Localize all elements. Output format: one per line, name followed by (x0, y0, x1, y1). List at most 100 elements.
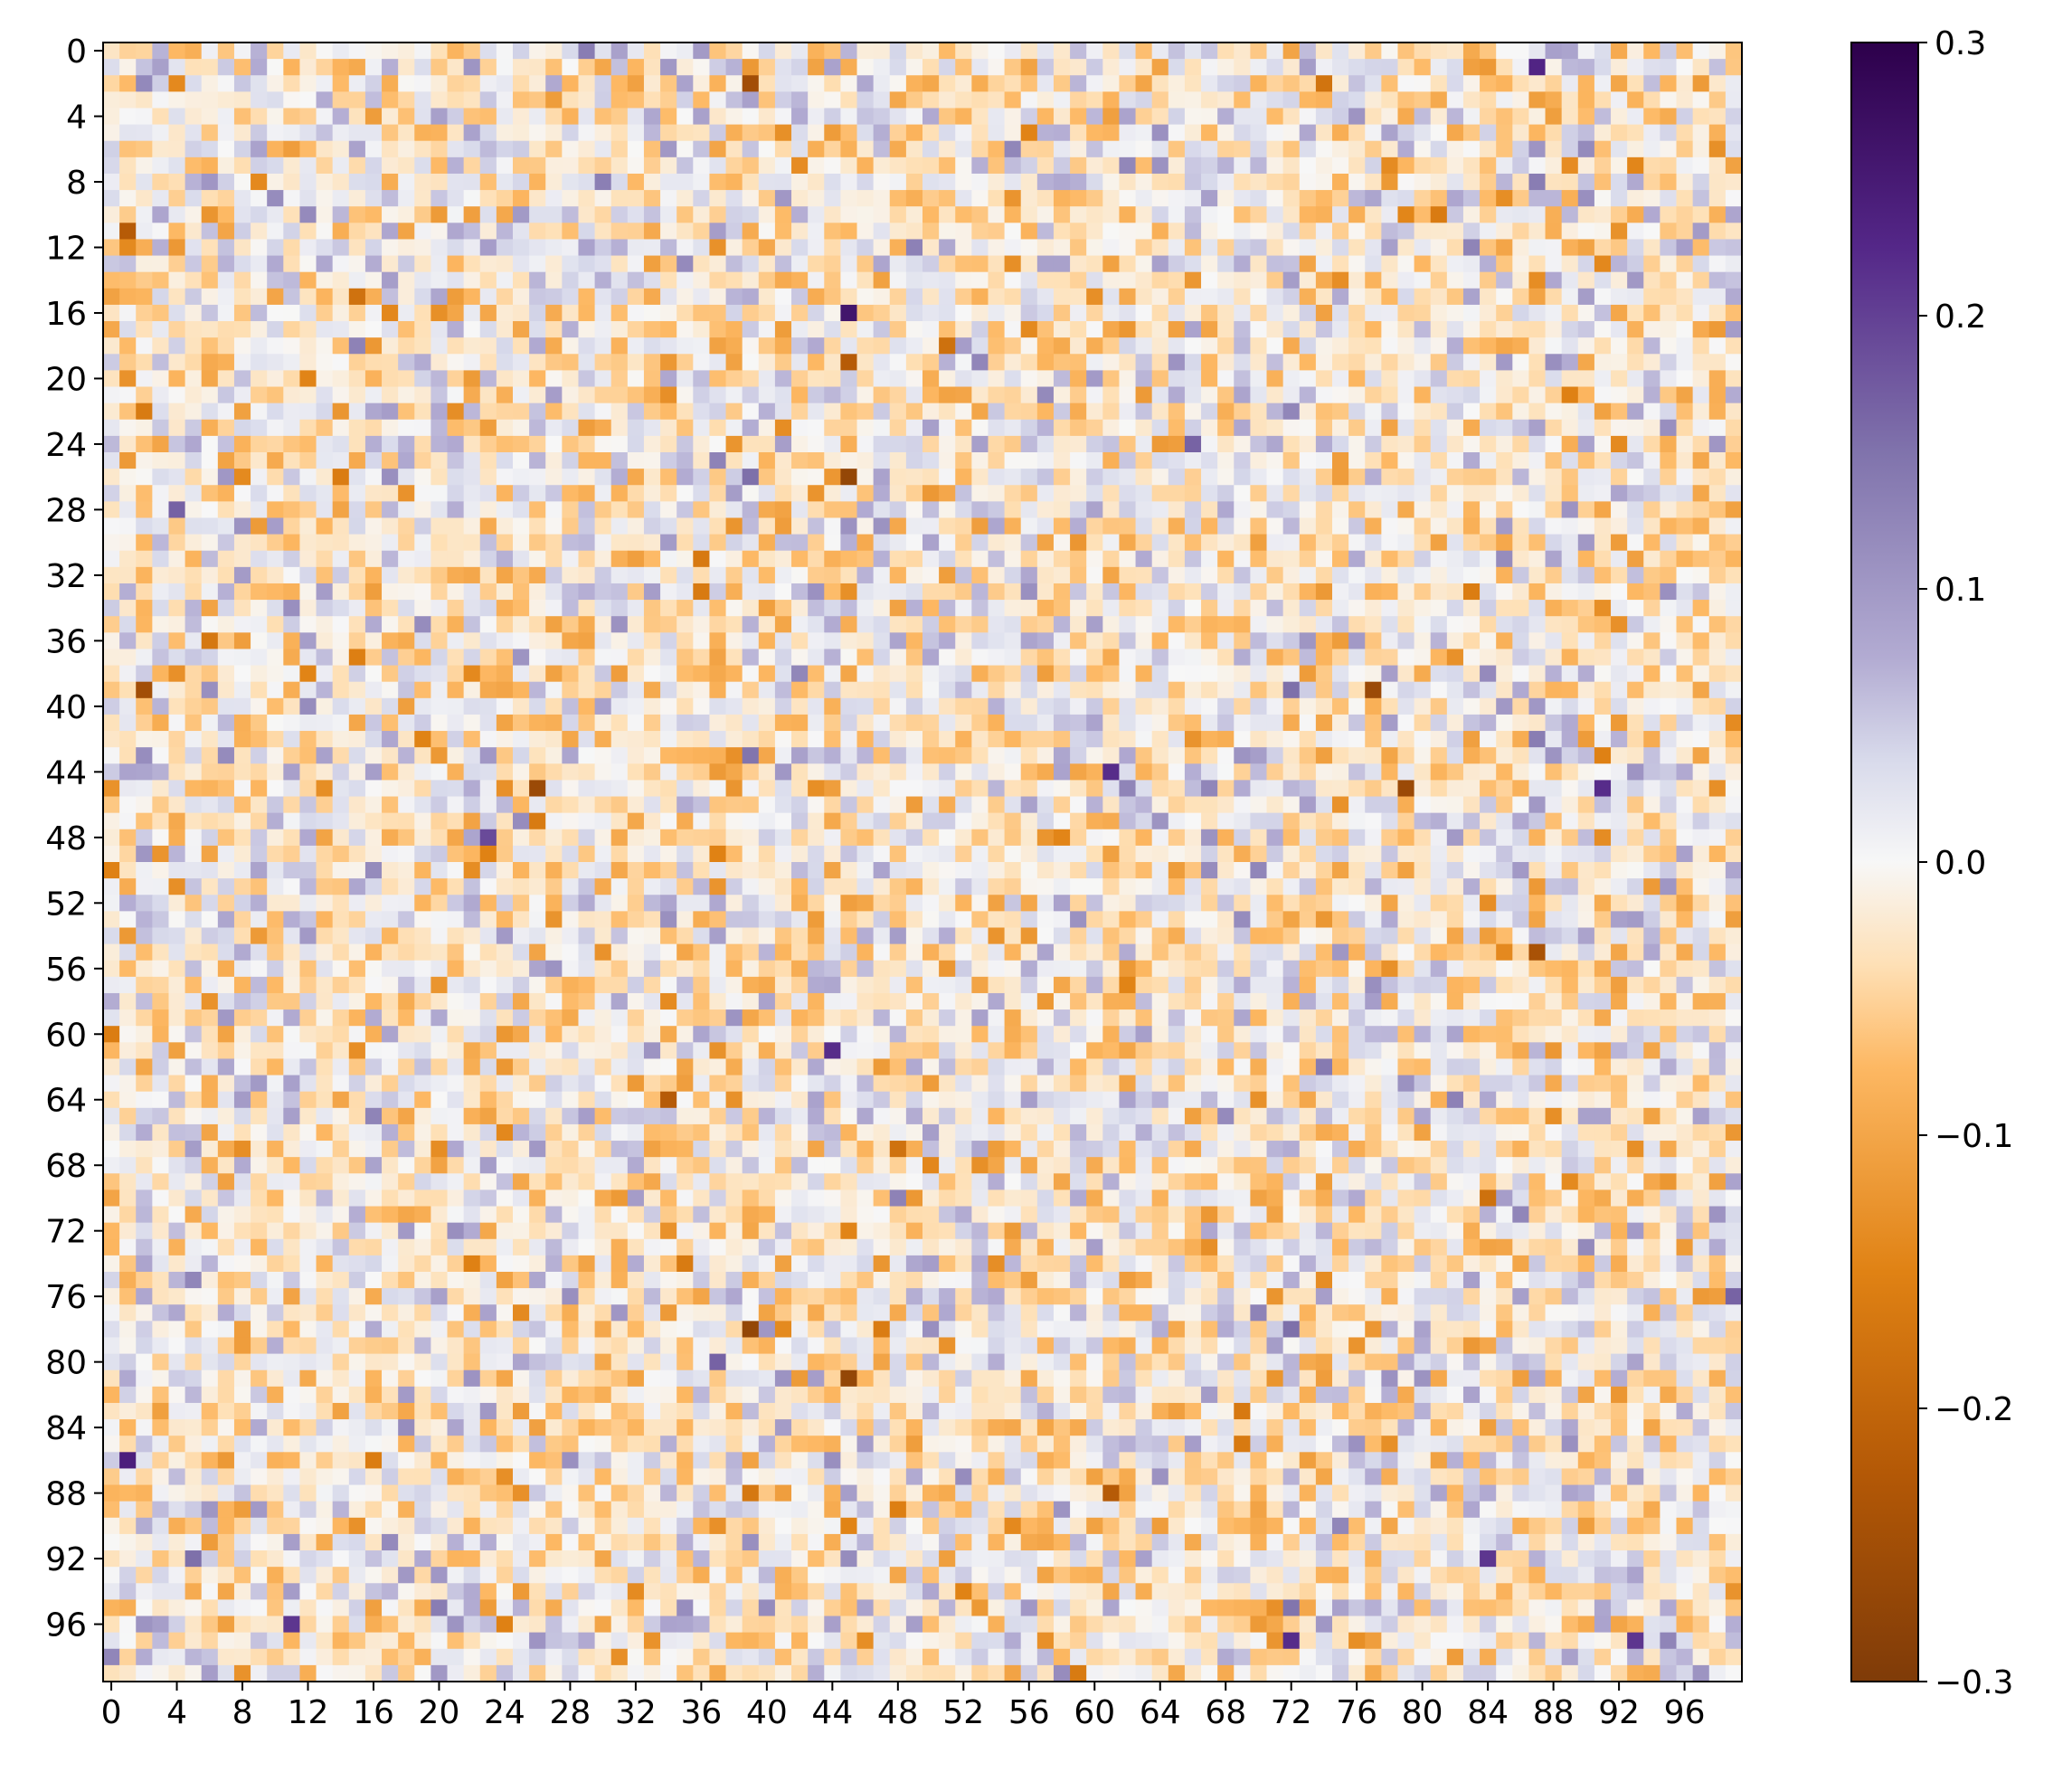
heatmap-cell (610, 485, 629, 502)
heatmap-cell (479, 566, 497, 584)
heatmap-cell (873, 140, 891, 158)
heatmap-cell (382, 354, 399, 371)
heatmap-cell (545, 796, 563, 814)
heatmap-cell (594, 665, 612, 683)
heatmap-cell (905, 469, 923, 486)
heatmap-cell (808, 534, 825, 552)
heatmap-cell (971, 469, 989, 486)
heatmap-cell (1397, 288, 1415, 306)
heatmap-cell (136, 665, 153, 683)
heatmap-cell (758, 763, 776, 781)
heatmap-cell (1234, 435, 1251, 453)
heatmap-cell (742, 632, 760, 650)
heatmap-cell (889, 239, 907, 257)
heatmap-cell (1512, 370, 1530, 388)
heatmap-cell (463, 223, 481, 241)
heatmap-cell (1397, 796, 1415, 814)
heatmap-cell (1496, 485, 1513, 502)
heatmap-cell (627, 288, 645, 306)
heatmap-cell (1430, 649, 1448, 667)
heatmap-cell (513, 632, 530, 650)
heatmap-cell (840, 43, 858, 60)
heatmap-cell (1184, 124, 1202, 142)
heatmap-cell (1184, 91, 1202, 109)
heatmap-cell (1201, 370, 1218, 388)
heatmap-cell (1070, 829, 1087, 847)
heatmap-cell (988, 223, 1006, 241)
heatmap-cell (1135, 763, 1153, 781)
heatmap-cell (562, 714, 580, 732)
heatmap-cell (1086, 829, 1103, 847)
heatmap-cell (119, 616, 137, 633)
heatmap-cell (709, 239, 727, 257)
heatmap-cell (1102, 271, 1121, 289)
heatmap-cell (1692, 600, 1710, 617)
heatmap-cell (1725, 288, 1743, 306)
heatmap-cell (463, 649, 481, 667)
heatmap-cell (1184, 731, 1202, 748)
heatmap-cell (1332, 845, 1349, 863)
heatmap-cell (513, 697, 530, 715)
heatmap-cell (1446, 485, 1464, 502)
heatmap-cell (840, 501, 858, 519)
heatmap-cell (267, 271, 284, 289)
heatmap-cell (971, 43, 989, 60)
heatmap-cell (1201, 649, 1218, 667)
heatmap-cell (1168, 780, 1186, 798)
heatmap-cell (1036, 223, 1055, 241)
heatmap-cell (856, 600, 875, 617)
heatmap-cell (1594, 600, 1612, 617)
heatmap-cell (610, 206, 629, 223)
heatmap-cell (1480, 59, 1497, 76)
heatmap-cell (1627, 354, 1644, 371)
heatmap-cell (791, 731, 809, 748)
heatmap-cell (1151, 190, 1169, 207)
heatmap-cell (479, 550, 497, 568)
heatmap-cell (643, 419, 661, 437)
heatmap-cell (529, 616, 546, 633)
heatmap-cell (251, 566, 268, 584)
heatmap-cell (758, 681, 776, 699)
heatmap-cell (1266, 681, 1284, 699)
heatmap-cell (1545, 812, 1563, 830)
heatmap-cell (1365, 780, 1382, 798)
heatmap-cell (1102, 517, 1121, 535)
heatmap-cell (316, 452, 334, 469)
heatmap-cell (348, 108, 366, 126)
heatmap-cell (201, 435, 219, 453)
heatmap-cell (1282, 304, 1301, 322)
heatmap-cell (774, 845, 792, 863)
heatmap-cell (905, 501, 923, 519)
heatmap-cell (496, 190, 514, 207)
heatmap-cell (594, 239, 612, 257)
heatmap-cell (709, 829, 727, 847)
heatmap-cell (364, 714, 383, 732)
heatmap-cell (873, 665, 891, 683)
heatmap-cell (414, 681, 431, 699)
heatmap-cell (660, 517, 677, 535)
heatmap-cell (627, 108, 645, 126)
heatmap-cell (1708, 386, 1727, 404)
heatmap-cell (1381, 108, 1399, 126)
heatmap-cell (364, 108, 383, 126)
heatmap-cell (119, 747, 137, 764)
heatmap-cell (856, 140, 875, 158)
heatmap-cell (513, 780, 530, 798)
heatmap-cell (1168, 566, 1186, 584)
heatmap-cell (1480, 108, 1497, 126)
heatmap-cell (1201, 469, 1218, 486)
heatmap-cell (627, 534, 645, 552)
heatmap-cell (1250, 780, 1268, 798)
heatmap-cell (496, 337, 514, 355)
heatmap-cell (119, 75, 137, 92)
heatmap-cell (430, 288, 449, 306)
heatmap-cell (1561, 271, 1579, 289)
heatmap-cell (1070, 91, 1087, 109)
heatmap-cell (364, 485, 383, 502)
heatmap-cell (1184, 485, 1202, 502)
heatmap-cell (233, 550, 251, 568)
heatmap-cell (742, 354, 760, 371)
heatmap-cell (1561, 156, 1579, 175)
heatmap-cell (791, 386, 809, 404)
heatmap-cell (1397, 665, 1415, 683)
